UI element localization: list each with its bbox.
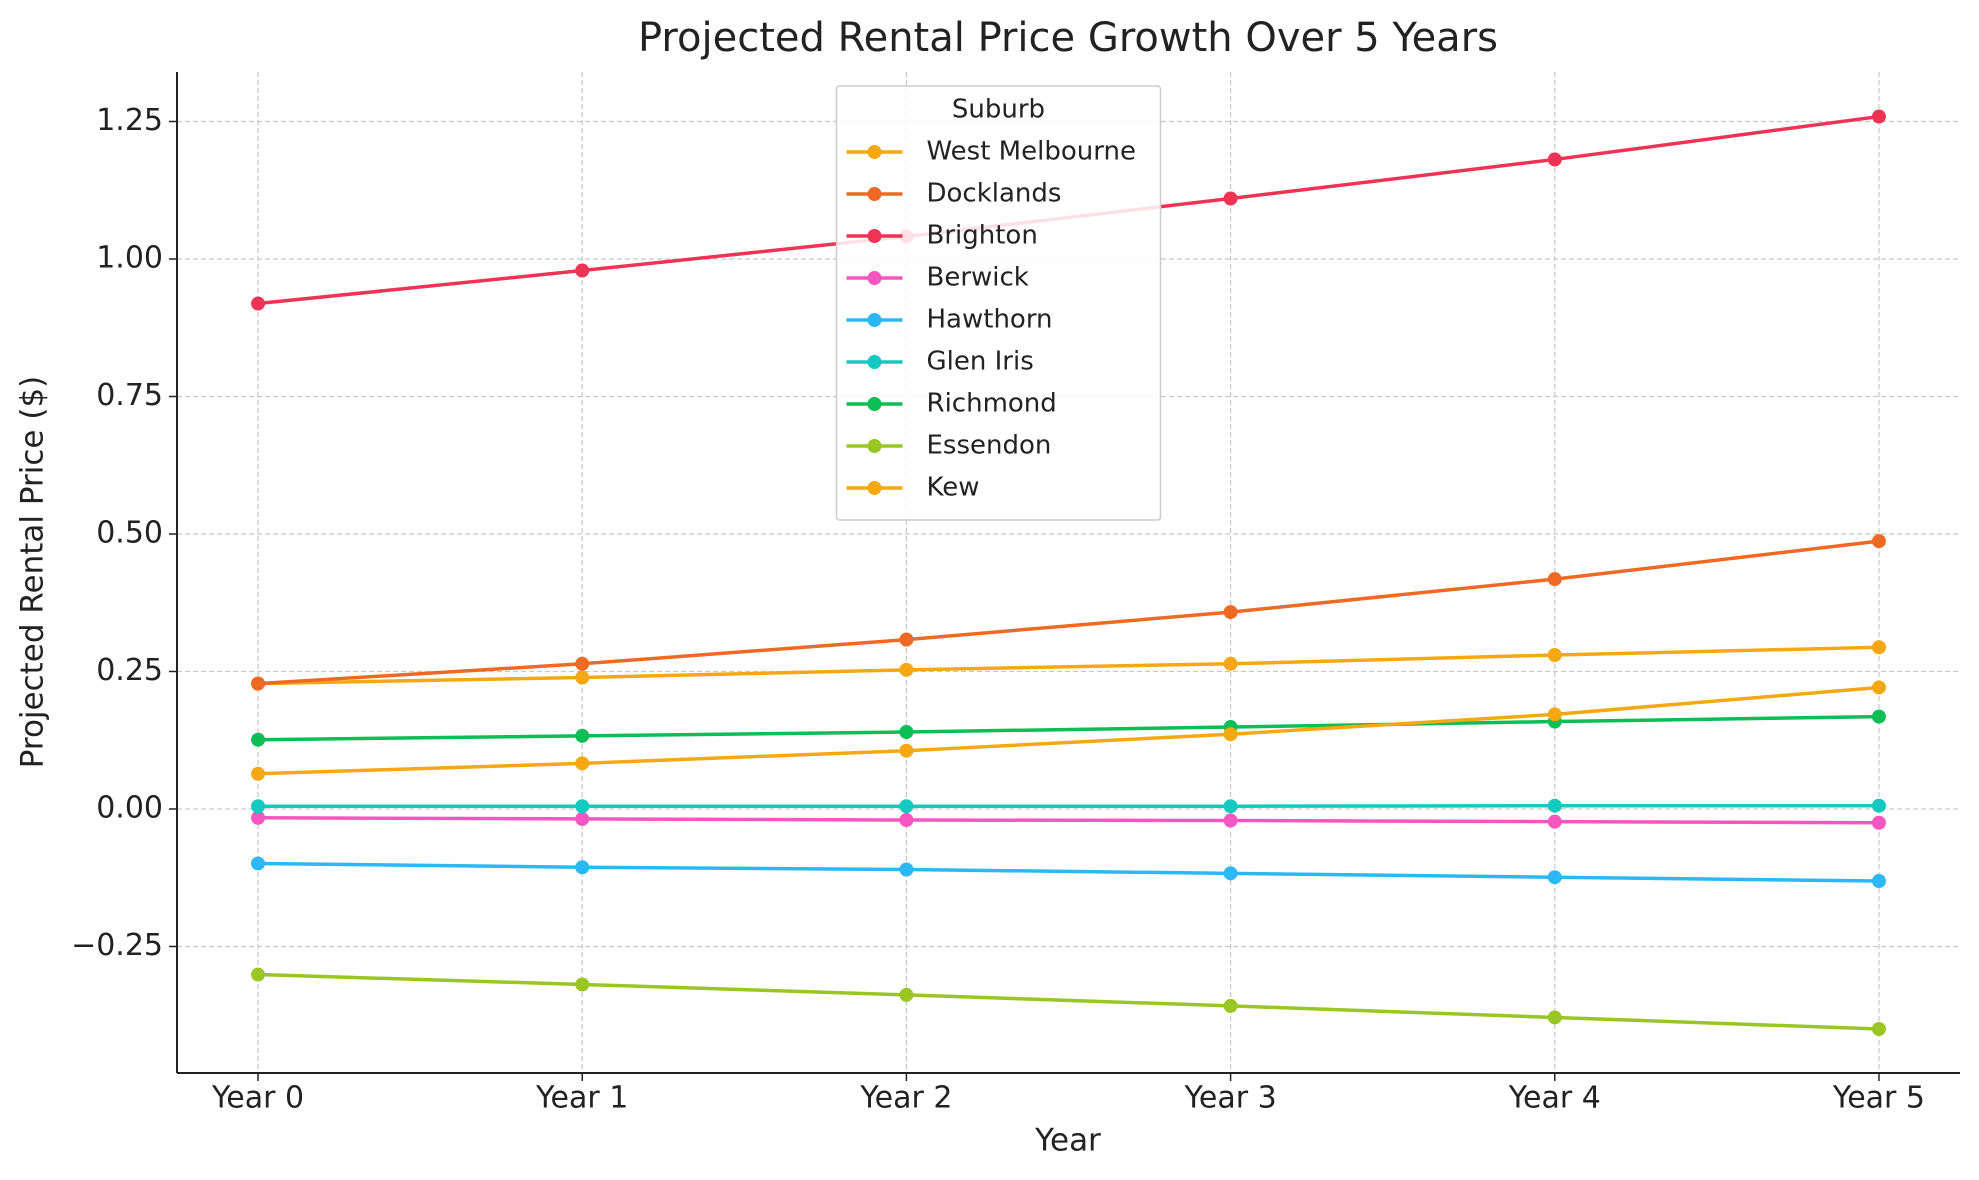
data-point <box>251 967 266 982</box>
data-point <box>899 813 914 827</box>
x-tick-label: Year 1 <box>535 1081 628 1116</box>
legend-marker <box>867 229 882 243</box>
legend-label: Essendon <box>927 431 1052 461</box>
legend-marker <box>867 481 882 495</box>
data-point <box>1547 707 1562 722</box>
y-tick-label: 1.25 <box>96 103 163 138</box>
legend-marker <box>867 313 882 327</box>
legend-label: Docklands <box>927 179 1062 209</box>
y-tick-label: 0.25 <box>96 653 163 688</box>
legend-marker <box>867 187 882 201</box>
legend-marker <box>867 397 882 411</box>
data-point <box>1223 191 1238 206</box>
x-tick-label: Year 0 <box>211 1081 304 1116</box>
series-line <box>257 539 1880 686</box>
data-point <box>1547 152 1562 167</box>
legend-label: Glen Iris <box>927 347 1034 377</box>
legend-label: Kew <box>927 473 980 503</box>
x-tick-label: Year 4 <box>1508 1081 1601 1116</box>
data-point <box>575 977 590 992</box>
data-point <box>1871 798 1886 813</box>
data-point <box>1223 656 1238 671</box>
y-tick-label: −0.25 <box>71 928 163 963</box>
series-line <box>257 972 1880 1031</box>
y-axis-label: Projected Rental Price ($) <box>15 376 51 769</box>
data-point <box>899 799 914 814</box>
x-tick-label: Year 5 <box>1832 1081 1925 1116</box>
data-point <box>251 856 266 871</box>
x-tick-label: Year 3 <box>1184 1081 1277 1116</box>
legend-box <box>835 85 1162 521</box>
y-tick-label: 1.00 <box>96 241 163 276</box>
series-line <box>258 645 1879 686</box>
legend-label: Berwick <box>927 263 1029 293</box>
data-point <box>1871 815 1886 830</box>
data-point <box>1547 648 1562 662</box>
legend-label: West Melbourne <box>927 137 1136 167</box>
data-point <box>575 860 590 875</box>
series-line <box>258 803 1879 808</box>
data-point <box>251 766 266 781</box>
data-point <box>575 756 590 771</box>
data-point <box>1223 813 1238 828</box>
data-point <box>575 263 590 278</box>
data-point <box>1871 1022 1886 1036</box>
data-point <box>1547 870 1562 885</box>
legend-label: Richmond <box>927 389 1057 419</box>
data-point <box>575 728 590 743</box>
data-point <box>1223 727 1238 742</box>
series-line <box>258 714 1879 742</box>
legend-marker <box>867 271 882 285</box>
data-point <box>251 296 266 311</box>
data-point <box>1871 640 1886 655</box>
legend-title: Suburb <box>952 95 1045 125</box>
data-point <box>899 862 914 877</box>
data-point <box>1871 874 1886 889</box>
data-point <box>899 725 914 739</box>
data-point <box>1547 1010 1562 1025</box>
data-point <box>1223 866 1238 881</box>
data-point <box>1223 998 1238 1013</box>
data-point <box>1547 572 1562 587</box>
legend-marker <box>867 145 882 159</box>
legend-marker <box>867 355 882 369</box>
chart-title: Projected Rental Price Growth Over 5 Yea… <box>638 15 1498 61</box>
data-point <box>1871 534 1886 549</box>
legend-label: Brighton <box>927 221 1038 251</box>
data-point <box>899 632 914 647</box>
data-point <box>899 987 914 1002</box>
x-axis-label: Year <box>1034 1123 1101 1159</box>
legend-marker <box>867 439 882 453</box>
legend-label: Hawthorn <box>927 305 1053 335</box>
data-point <box>1223 605 1238 620</box>
data-point <box>575 799 590 814</box>
data-point <box>575 811 590 826</box>
y-tick-label: 0.00 <box>96 791 163 826</box>
series-line <box>257 685 1880 776</box>
series-line <box>258 816 1879 825</box>
data-point <box>1547 814 1562 829</box>
data-point <box>1547 798 1562 813</box>
data-point <box>251 732 266 747</box>
data-point <box>251 676 266 691</box>
x-tick-label: Year 2 <box>859 1081 952 1116</box>
data-point <box>575 670 590 685</box>
y-tick-label: 0.75 <box>96 378 163 413</box>
series-line <box>258 861 1879 883</box>
data-point <box>251 799 266 814</box>
y-tick-label: 0.50 <box>96 516 163 551</box>
data-point <box>251 810 266 825</box>
data-point <box>1871 680 1886 695</box>
data-point <box>1223 799 1238 814</box>
data-point <box>575 656 590 671</box>
data-point <box>899 743 914 758</box>
data-point <box>1871 109 1886 124</box>
data-point <box>1871 709 1886 724</box>
data-point <box>899 662 914 677</box>
